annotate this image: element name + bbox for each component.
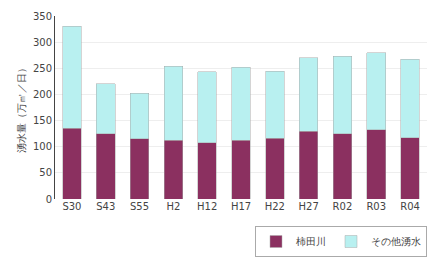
svg-text:H22: H22 — [265, 201, 285, 212]
svg-text:50: 50 — [39, 167, 52, 178]
svg-text:H12: H12 — [197, 201, 217, 212]
svg-text:S55: S55 — [130, 201, 149, 212]
svg-text:S30: S30 — [62, 201, 81, 212]
svg-text:柿田川: 柿田川 — [296, 236, 326, 247]
svg-text:250: 250 — [33, 63, 52, 74]
svg-text:H27: H27 — [299, 201, 319, 212]
svg-text:H17: H17 — [231, 201, 251, 212]
svg-text:湧水量（万㎥／日）: 湧水量（万㎥／日） — [16, 63, 27, 153]
svg-text:200: 200 — [33, 89, 52, 100]
svg-text:R04: R04 — [400, 201, 420, 212]
svg-text:300: 300 — [33, 37, 52, 48]
svg-text:S43: S43 — [96, 201, 115, 212]
svg-text:350: 350 — [33, 11, 52, 22]
svg-text:その他湧水: その他湧水 — [371, 236, 421, 247]
svg-text:0: 0 — [46, 194, 52, 205]
svg-text:100: 100 — [33, 141, 52, 152]
svg-text:R02: R02 — [333, 201, 353, 212]
svg-text:150: 150 — [33, 115, 52, 126]
svg-text:R03: R03 — [366, 201, 386, 212]
svg-text:H2: H2 — [166, 201, 180, 212]
